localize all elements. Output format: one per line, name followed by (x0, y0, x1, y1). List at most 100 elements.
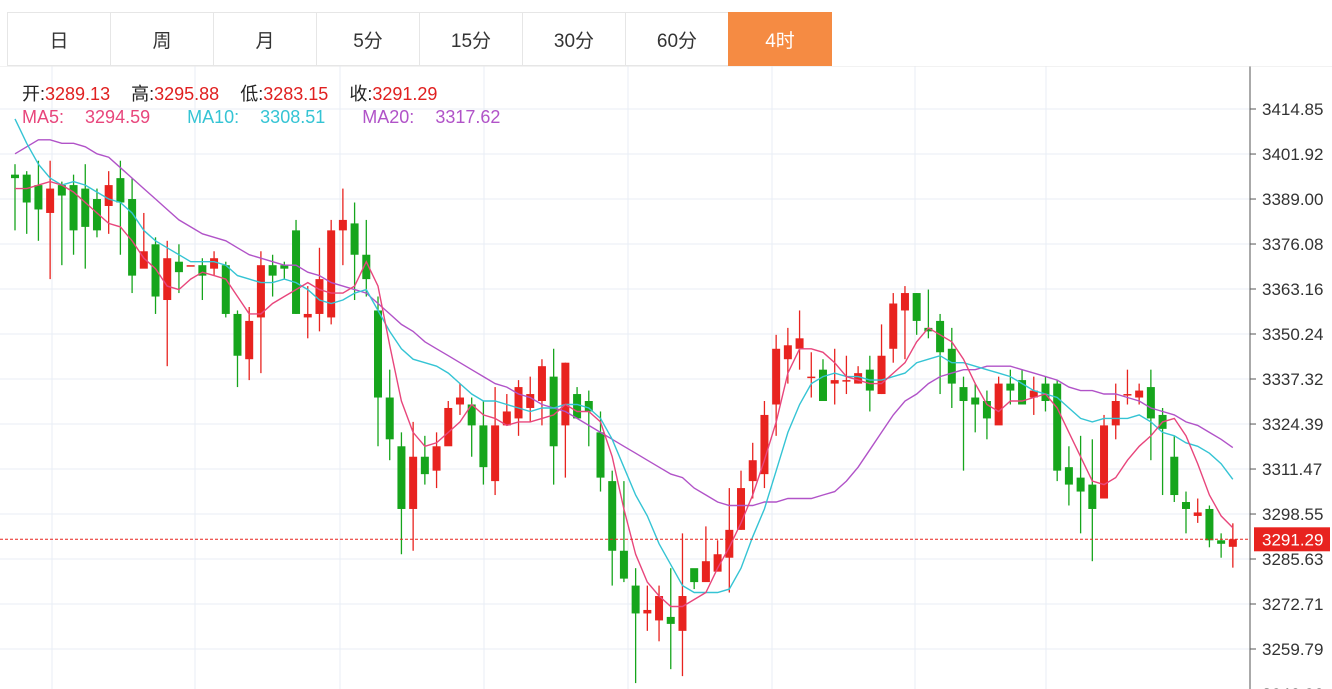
candle-body (292, 230, 301, 314)
candle-body (233, 313, 242, 356)
candle-body (338, 219, 347, 231)
candle-body (46, 188, 55, 213)
candle-body (1193, 512, 1202, 516)
candle-body (1182, 502, 1190, 509)
ma5-readout: MA5: 3294.59 (22, 107, 166, 127)
candle-body (268, 265, 277, 276)
tab-0[interactable]: 日 (7, 12, 111, 66)
candle-body (479, 425, 488, 468)
ma5-label: MA5: (22, 107, 65, 127)
last-price-label: 3291.29 (1262, 530, 1323, 549)
candle-body (889, 303, 898, 349)
candle-body (327, 230, 336, 318)
candle-body (34, 185, 43, 210)
candle-body (245, 320, 254, 360)
candle-body (198, 265, 207, 276)
candle-body (385, 397, 394, 440)
tab-3[interactable]: 5分 (316, 12, 420, 66)
candle-body (1217, 540, 1226, 544)
candle-body (924, 327, 933, 332)
y-tick-label: 3324.39 (1262, 415, 1323, 434)
candle-body (1123, 394, 1132, 396)
y-tick-label: 3272.71 (1262, 595, 1323, 614)
candle-body (1205, 508, 1214, 541)
candle-body (186, 265, 195, 267)
high-value: 3295.88 (154, 84, 220, 104)
candle-body (221, 265, 230, 314)
candle-body (772, 348, 781, 405)
y-tick-label: 3389.00 (1262, 190, 1323, 209)
candle-body (174, 261, 183, 273)
low-label: 低: (240, 84, 264, 104)
candle-body (139, 251, 148, 269)
candle-body (537, 366, 546, 402)
candle-body (854, 373, 863, 384)
candle-body (303, 313, 312, 318)
candle-body (256, 265, 265, 318)
candle-body (596, 432, 605, 478)
candle-body (1135, 390, 1144, 398)
candle-body (912, 293, 921, 321)
candle-body (631, 585, 640, 614)
candle-body (526, 394, 535, 408)
period-tabs: 日周月 5分 15分 30分 60分 4时 (7, 12, 832, 66)
candle-body (1146, 387, 1155, 419)
candle-body (737, 488, 746, 530)
candle-body (210, 258, 219, 269)
candle-body (713, 554, 722, 572)
candle-body (104, 185, 113, 206)
candle-body (128, 199, 137, 276)
candle-body (374, 310, 383, 398)
tab-1[interactable]: 周 (110, 12, 214, 66)
candle-body (561, 362, 570, 426)
candle-body (397, 446, 406, 509)
candle-body (444, 407, 453, 447)
candle-body (1076, 477, 1085, 492)
candle-body (795, 338, 804, 349)
high-label: 高: (131, 84, 155, 104)
candle-body (818, 369, 827, 402)
candle-body (1228, 539, 1237, 547)
ma20-line (14, 139, 1234, 507)
candle-body (1018, 380, 1027, 405)
candle-body (760, 414, 769, 475)
candle-body (678, 596, 687, 631)
ma10-value: 3308.51 (260, 107, 326, 127)
ma10-readout: MA10: 3308.51 (187, 107, 341, 127)
ohlc-readout: 开:3289.13 高:3295.88 低:3283.15 收:3291.29 (22, 80, 453, 106)
candle-body (11, 174, 19, 179)
tab-6[interactable]: 60分 (625, 12, 729, 66)
candle-body (971, 397, 980, 405)
candle-body (643, 609, 652, 614)
candle-body (362, 254, 371, 280)
candle-body (315, 279, 324, 314)
ma10-label: MA10: (187, 107, 240, 127)
candle-body (982, 401, 991, 419)
y-tick-label: 3363.16 (1262, 280, 1323, 299)
tab-5[interactable]: 30分 (522, 12, 626, 66)
candle-body (619, 550, 628, 579)
y-tick-label: 3311.47 (1262, 460, 1322, 479)
y-tick-label: 3259.79 (1262, 640, 1323, 659)
candle-body (830, 380, 839, 384)
candle-body (608, 481, 617, 551)
open-label: 开: (22, 84, 46, 104)
tab-4[interactable]: 15分 (419, 12, 523, 66)
candle-body (1053, 383, 1062, 471)
candle-body (900, 293, 909, 311)
candle-body (116, 178, 125, 203)
candle-body (491, 425, 500, 482)
tab-2[interactable]: 月 (213, 12, 317, 66)
candle-body (936, 320, 945, 353)
y-tick-label: 3350.24 (1262, 325, 1323, 344)
tab-7[interactable]: 4时 (728, 12, 832, 66)
low-value: 3283.15 (263, 84, 329, 104)
y-tick-label: 3285.63 (1262, 550, 1323, 569)
candle-body (350, 223, 359, 255)
candle-body (549, 376, 558, 447)
candle-body (584, 401, 593, 412)
candle-body (655, 596, 664, 621)
ma20-readout: MA20: 3317.62 (362, 107, 516, 127)
candle-body (432, 446, 441, 471)
ma5-value: 3294.59 (85, 107, 151, 127)
